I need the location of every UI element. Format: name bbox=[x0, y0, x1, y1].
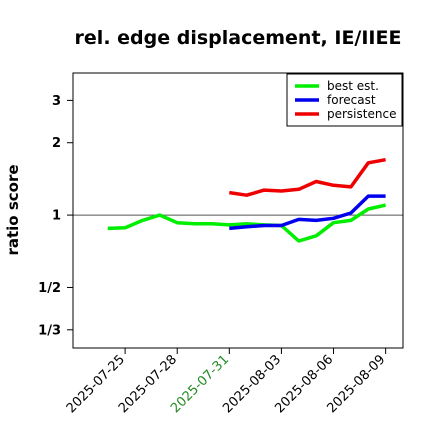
plot-frame bbox=[72, 72, 404, 349]
series-line-forecast bbox=[229, 194, 386, 231]
plot-area bbox=[73, 157, 403, 243]
y-tick-label: 2 bbox=[52, 136, 61, 151]
legend-label: forecast bbox=[327, 93, 376, 107]
y-tick-label: 1/2 bbox=[38, 281, 61, 296]
y-axis-label: ratio score bbox=[4, 164, 22, 255]
legend-label: persistence bbox=[327, 107, 396, 121]
chart-title: rel. edge displacement, IE/IIEE bbox=[75, 27, 402, 49]
legend-label: best est. bbox=[327, 79, 379, 93]
series-line-best-est bbox=[107, 203, 386, 243]
y-tick-label: 3 bbox=[52, 94, 61, 109]
series-line-persistence bbox=[229, 157, 386, 197]
y-tick-label: 1 bbox=[52, 209, 61, 224]
axes: 3211/21/32025-07-252025-07-282025-07-312… bbox=[38, 94, 388, 416]
y-tick-label: 1/3 bbox=[38, 323, 61, 338]
